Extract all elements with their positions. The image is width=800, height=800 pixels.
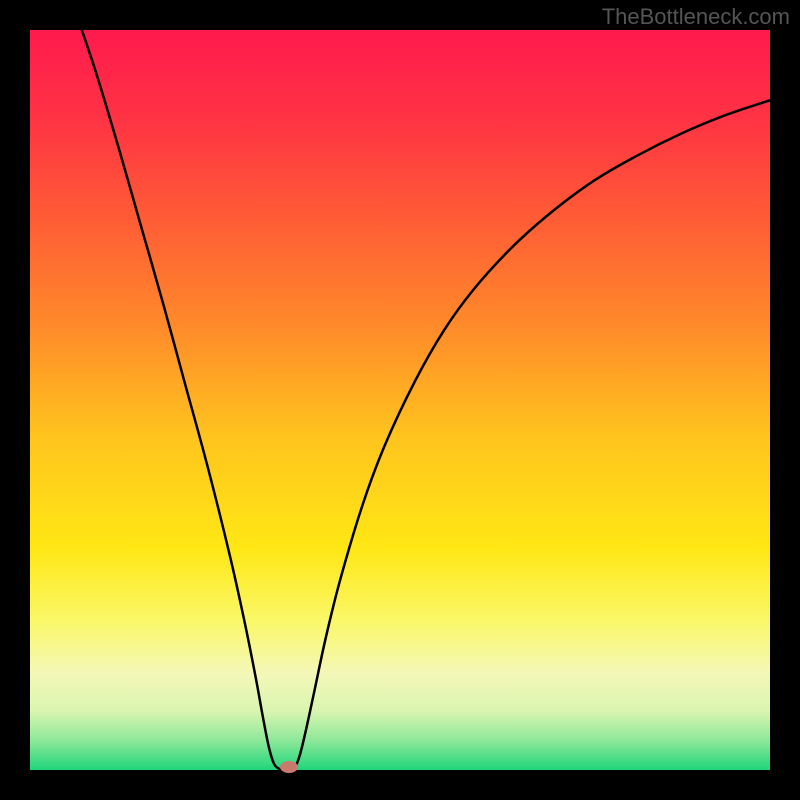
watermark-text: TheBottleneck.com	[602, 4, 790, 30]
minimum-marker	[280, 761, 298, 773]
chart-svg	[0, 0, 800, 800]
chart-plot-area	[30, 30, 770, 770]
bottleneck-chart: TheBottleneck.com	[0, 0, 800, 800]
